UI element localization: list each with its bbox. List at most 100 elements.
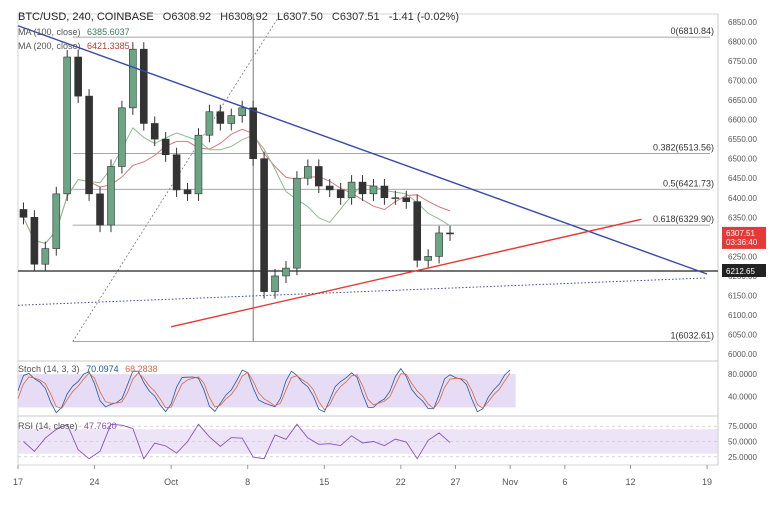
y-tick-label: 6050.00 [728, 331, 757, 340]
candle [85, 89, 93, 201]
rsi-tick-label: 50.0000 [728, 438, 757, 447]
candle-body [413, 201, 422, 261]
candle [52, 186, 61, 256]
candle-body [107, 166, 115, 226]
candle-body [19, 209, 28, 218]
candle [129, 42, 137, 115]
rsi-line [23, 423, 451, 460]
candle [150, 116, 159, 147]
candle [336, 182, 345, 205]
rsi-value: 47.7620 [84, 421, 117, 431]
candle-body [194, 134, 203, 195]
stoch-d-line [17, 371, 511, 411]
stoch-k-line [17, 367, 511, 414]
candle [413, 194, 422, 268]
ma200-label: MA (200, close) [18, 41, 81, 51]
candle [74, 49, 82, 104]
candle-body [216, 111, 225, 124]
ma100-legend[interactable]: MA (100, close) 6385.6037 [18, 27, 130, 37]
candle-body [446, 232, 454, 235]
ma200-value: 6421.3385 [87, 41, 130, 51]
candle [358, 175, 367, 201]
candle-body [336, 189, 345, 199]
candle-body [304, 166, 312, 179]
x-tick-label: 12 [625, 477, 635, 487]
y-tick-label: 6500.00 [728, 155, 757, 164]
fib-level-label: 1(6032.61) [670, 330, 714, 340]
candle-body [424, 256, 432, 261]
candle-body [358, 181, 367, 195]
candle-body [227, 115, 236, 124]
y-tick-label: 6100.00 [728, 311, 757, 320]
candle-body [30, 216, 39, 265]
y-tick-label: 6400.00 [728, 194, 757, 203]
candle-body [41, 248, 50, 265]
x-tick-label: 17 [13, 477, 23, 487]
candle-body [150, 123, 159, 140]
current-price-tag [722, 226, 766, 249]
candle-body [118, 107, 126, 167]
change-value: -1.41 (-0.02%) [388, 11, 459, 23]
candle-body [161, 138, 170, 156]
high-value: H6308.92 [220, 11, 268, 23]
candle-body [369, 185, 378, 195]
x-tick-label: 19 [702, 477, 712, 487]
ma100-label: MA (100, close) [18, 27, 81, 37]
y-tick-label: 6350.00 [728, 213, 757, 222]
candle [380, 178, 389, 205]
candle-body [52, 193, 61, 249]
stoch-tick-label: 80.0000 [728, 370, 757, 379]
ma200-legend[interactable]: MA (200, close) 6421.3385 [18, 41, 130, 51]
candle-body [183, 189, 192, 195]
candle [63, 49, 72, 201]
stoch-legend[interactable]: Stoch (14, 3, 3) 70.0974 68.2838 [18, 364, 158, 374]
candle [107, 159, 115, 233]
candle [391, 190, 400, 205]
candle [446, 225, 454, 241]
candle-body [260, 158, 268, 292]
candle-body [249, 107, 257, 159]
blue-trendline [17, 25, 708, 275]
y-tick-label: 6750.00 [728, 57, 757, 66]
open-value: O6308.92 [162, 11, 212, 23]
x-tick-label: 22 [396, 477, 406, 487]
candle-body [391, 197, 400, 200]
candle-body [380, 185, 389, 199]
candle [369, 178, 378, 201]
fib-level-label: 0.5(6421.73) [663, 178, 714, 188]
candle [19, 202, 28, 225]
close-value: C6307.51 [331, 11, 380, 23]
x-tick-label: Oct [164, 477, 179, 487]
y-tick-label: 6000.00 [728, 350, 757, 359]
candle [424, 249, 432, 268]
ma100-value: 6385.6037 [87, 27, 130, 37]
candle [402, 190, 411, 209]
rsi-legend[interactable]: RSI (14, close) 47.7620 [18, 421, 117, 431]
x-tick-label: 24 [90, 477, 100, 487]
candle [118, 100, 126, 174]
candle-body [74, 56, 82, 97]
y-tick-label: 6450.00 [728, 174, 757, 183]
candle-body [238, 107, 247, 116]
candle [172, 147, 181, 197]
candle-body [205, 111, 214, 136]
candle-body [85, 95, 93, 195]
x-tick-label: 6 [562, 477, 567, 487]
x-tick-label: Nov [502, 477, 519, 487]
candle-body [172, 154, 181, 191]
stoch-tick-label: 40.0000 [728, 392, 757, 401]
blue-dotted-line [17, 277, 708, 306]
candle [435, 225, 443, 264]
candle-body [282, 267, 290, 277]
y-tick-label: 6700.00 [728, 76, 757, 85]
current-price-label: 6307.51 [726, 229, 755, 238]
candle [238, 100, 247, 123]
candle-body [96, 193, 104, 226]
candle-body [139, 48, 148, 124]
candle [227, 108, 236, 131]
y-tick-label: 6250.00 [728, 252, 757, 261]
y-tick-label: 6600.00 [728, 116, 757, 125]
symbol-label[interactable]: BTC/USD, 240, COINBASE [18, 11, 154, 23]
support-price-label: 6212.65 [726, 267, 755, 276]
